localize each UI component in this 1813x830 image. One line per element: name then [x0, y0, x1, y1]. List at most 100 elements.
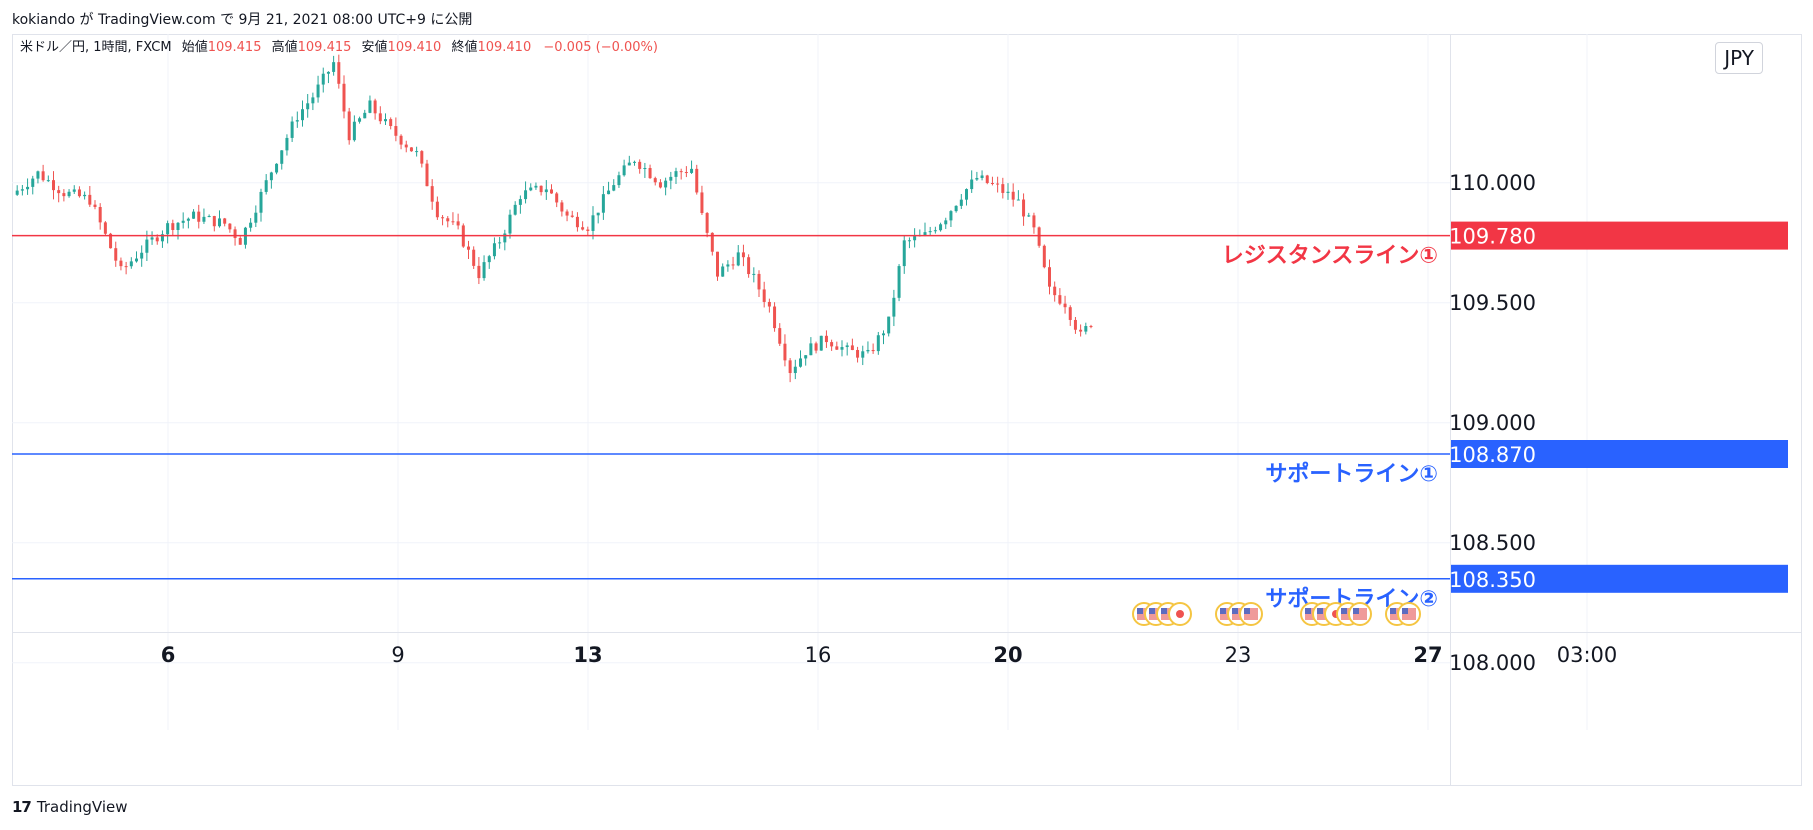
us-flag-canton — [1149, 608, 1155, 614]
x-tick-label: 9 — [391, 643, 404, 667]
candle-body — [31, 178, 35, 187]
candle-body — [492, 243, 496, 257]
candle-body — [1011, 191, 1015, 200]
candle-body — [1042, 245, 1046, 268]
candle-body — [46, 180, 50, 182]
candle-body — [788, 360, 792, 374]
candle-body — [181, 220, 185, 223]
candle-body — [212, 216, 216, 227]
candle-body — [679, 171, 683, 173]
candle-body — [887, 316, 891, 334]
candle-body — [135, 258, 138, 262]
candle-body — [586, 229, 590, 231]
candle-body — [337, 62, 341, 84]
candle-body — [726, 264, 730, 267]
candle-body — [15, 190, 19, 195]
candle-body — [845, 345, 849, 348]
candle-body — [638, 161, 642, 169]
candle-body — [1053, 286, 1057, 296]
candle-body — [441, 217, 445, 219]
candle-body — [959, 199, 963, 206]
candle-body — [778, 328, 782, 344]
candle-body — [368, 100, 372, 113]
chart-canvas[interactable]: 109.780レジスタンスライン①108.870サポートライン①108.350サ… — [12, 34, 1802, 786]
legend-low: 109.410 — [388, 40, 442, 55]
candle-body — [285, 137, 289, 151]
footer-brand[interactable]: 17 TradingView — [12, 798, 128, 816]
candle-body — [311, 97, 315, 104]
candle-body — [290, 121, 294, 138]
support-2-price-badge-bg — [1451, 564, 1788, 593]
candle-body — [897, 266, 901, 298]
candle-body — [1063, 303, 1067, 308]
candle-body — [965, 189, 968, 200]
candle-body — [1037, 227, 1041, 246]
us-flag-canton — [1161, 608, 1167, 614]
candle-body — [550, 189, 553, 194]
candle-body — [840, 347, 844, 350]
support-1-price-label: 108.870 — [1449, 443, 1536, 467]
candle-body — [109, 233, 113, 249]
candle-body — [747, 257, 751, 275]
candle-body — [249, 222, 253, 228]
candle-body — [762, 289, 766, 302]
candle-body — [741, 252, 745, 258]
candle-body — [721, 266, 725, 277]
candle-body — [653, 178, 657, 183]
candle-body — [446, 218, 450, 222]
chart-frame[interactable] — [12, 34, 1802, 786]
publish-caption: kokiando が TradingView.com で 9月 21, 2021… — [12, 12, 473, 28]
candle-body — [373, 100, 377, 114]
candle-body — [166, 223, 170, 235]
candle-body — [799, 358, 802, 367]
us-flag-canton — [1220, 608, 1226, 614]
x-tick-label: 6 — [161, 643, 176, 667]
candle-body — [456, 221, 460, 226]
candle-body — [591, 215, 595, 231]
candle-body — [498, 242, 502, 244]
candle-body — [627, 162, 631, 166]
candle-body — [996, 183, 1000, 185]
candle-body — [871, 349, 875, 352]
candle-body — [617, 175, 621, 186]
candle-body — [539, 185, 543, 193]
candle-body — [306, 103, 310, 110]
candle-body — [1027, 215, 1031, 217]
candle-body — [98, 206, 102, 223]
candle-body — [477, 265, 481, 279]
us-flag-canton — [1244, 608, 1250, 614]
candle-body — [1068, 307, 1072, 320]
candle-body — [1048, 267, 1051, 287]
events-layer — [1132, 602, 1421, 626]
candle-body — [752, 273, 756, 275]
candle-body — [944, 220, 948, 225]
candle-body — [607, 190, 611, 195]
candle-body — [700, 192, 704, 214]
candle-body — [830, 342, 834, 347]
candle-body — [399, 135, 403, 145]
x-tick-label: 27 — [1413, 643, 1442, 667]
candle-body — [804, 355, 808, 359]
currency-button[interactable]: JPY — [1715, 42, 1763, 74]
candle-body — [970, 179, 974, 190]
candle-body — [233, 229, 237, 239]
us-flag-canton — [1353, 608, 1359, 614]
candle-body — [658, 182, 662, 188]
candle-body — [596, 212, 600, 216]
candle-body — [404, 144, 408, 148]
candle-body — [1022, 199, 1026, 217]
x-tick-label: 20 — [993, 643, 1022, 667]
candle-body — [705, 213, 709, 233]
ohlc-legend: 米ドル／円, 1時間, FXCM 始値109.415 高値109.415 安値1… — [20, 39, 658, 55]
candle-body — [472, 249, 476, 266]
candle-body — [695, 168, 699, 193]
candle-body — [933, 230, 937, 232]
candle-body — [716, 251, 719, 277]
candle-body — [192, 211, 196, 219]
candle-body — [555, 193, 559, 203]
grid-layer — [12, 34, 1588, 730]
candle-body — [824, 335, 828, 343]
candle-body — [467, 246, 470, 250]
candle-body — [26, 186, 30, 190]
candle-body — [451, 221, 455, 223]
